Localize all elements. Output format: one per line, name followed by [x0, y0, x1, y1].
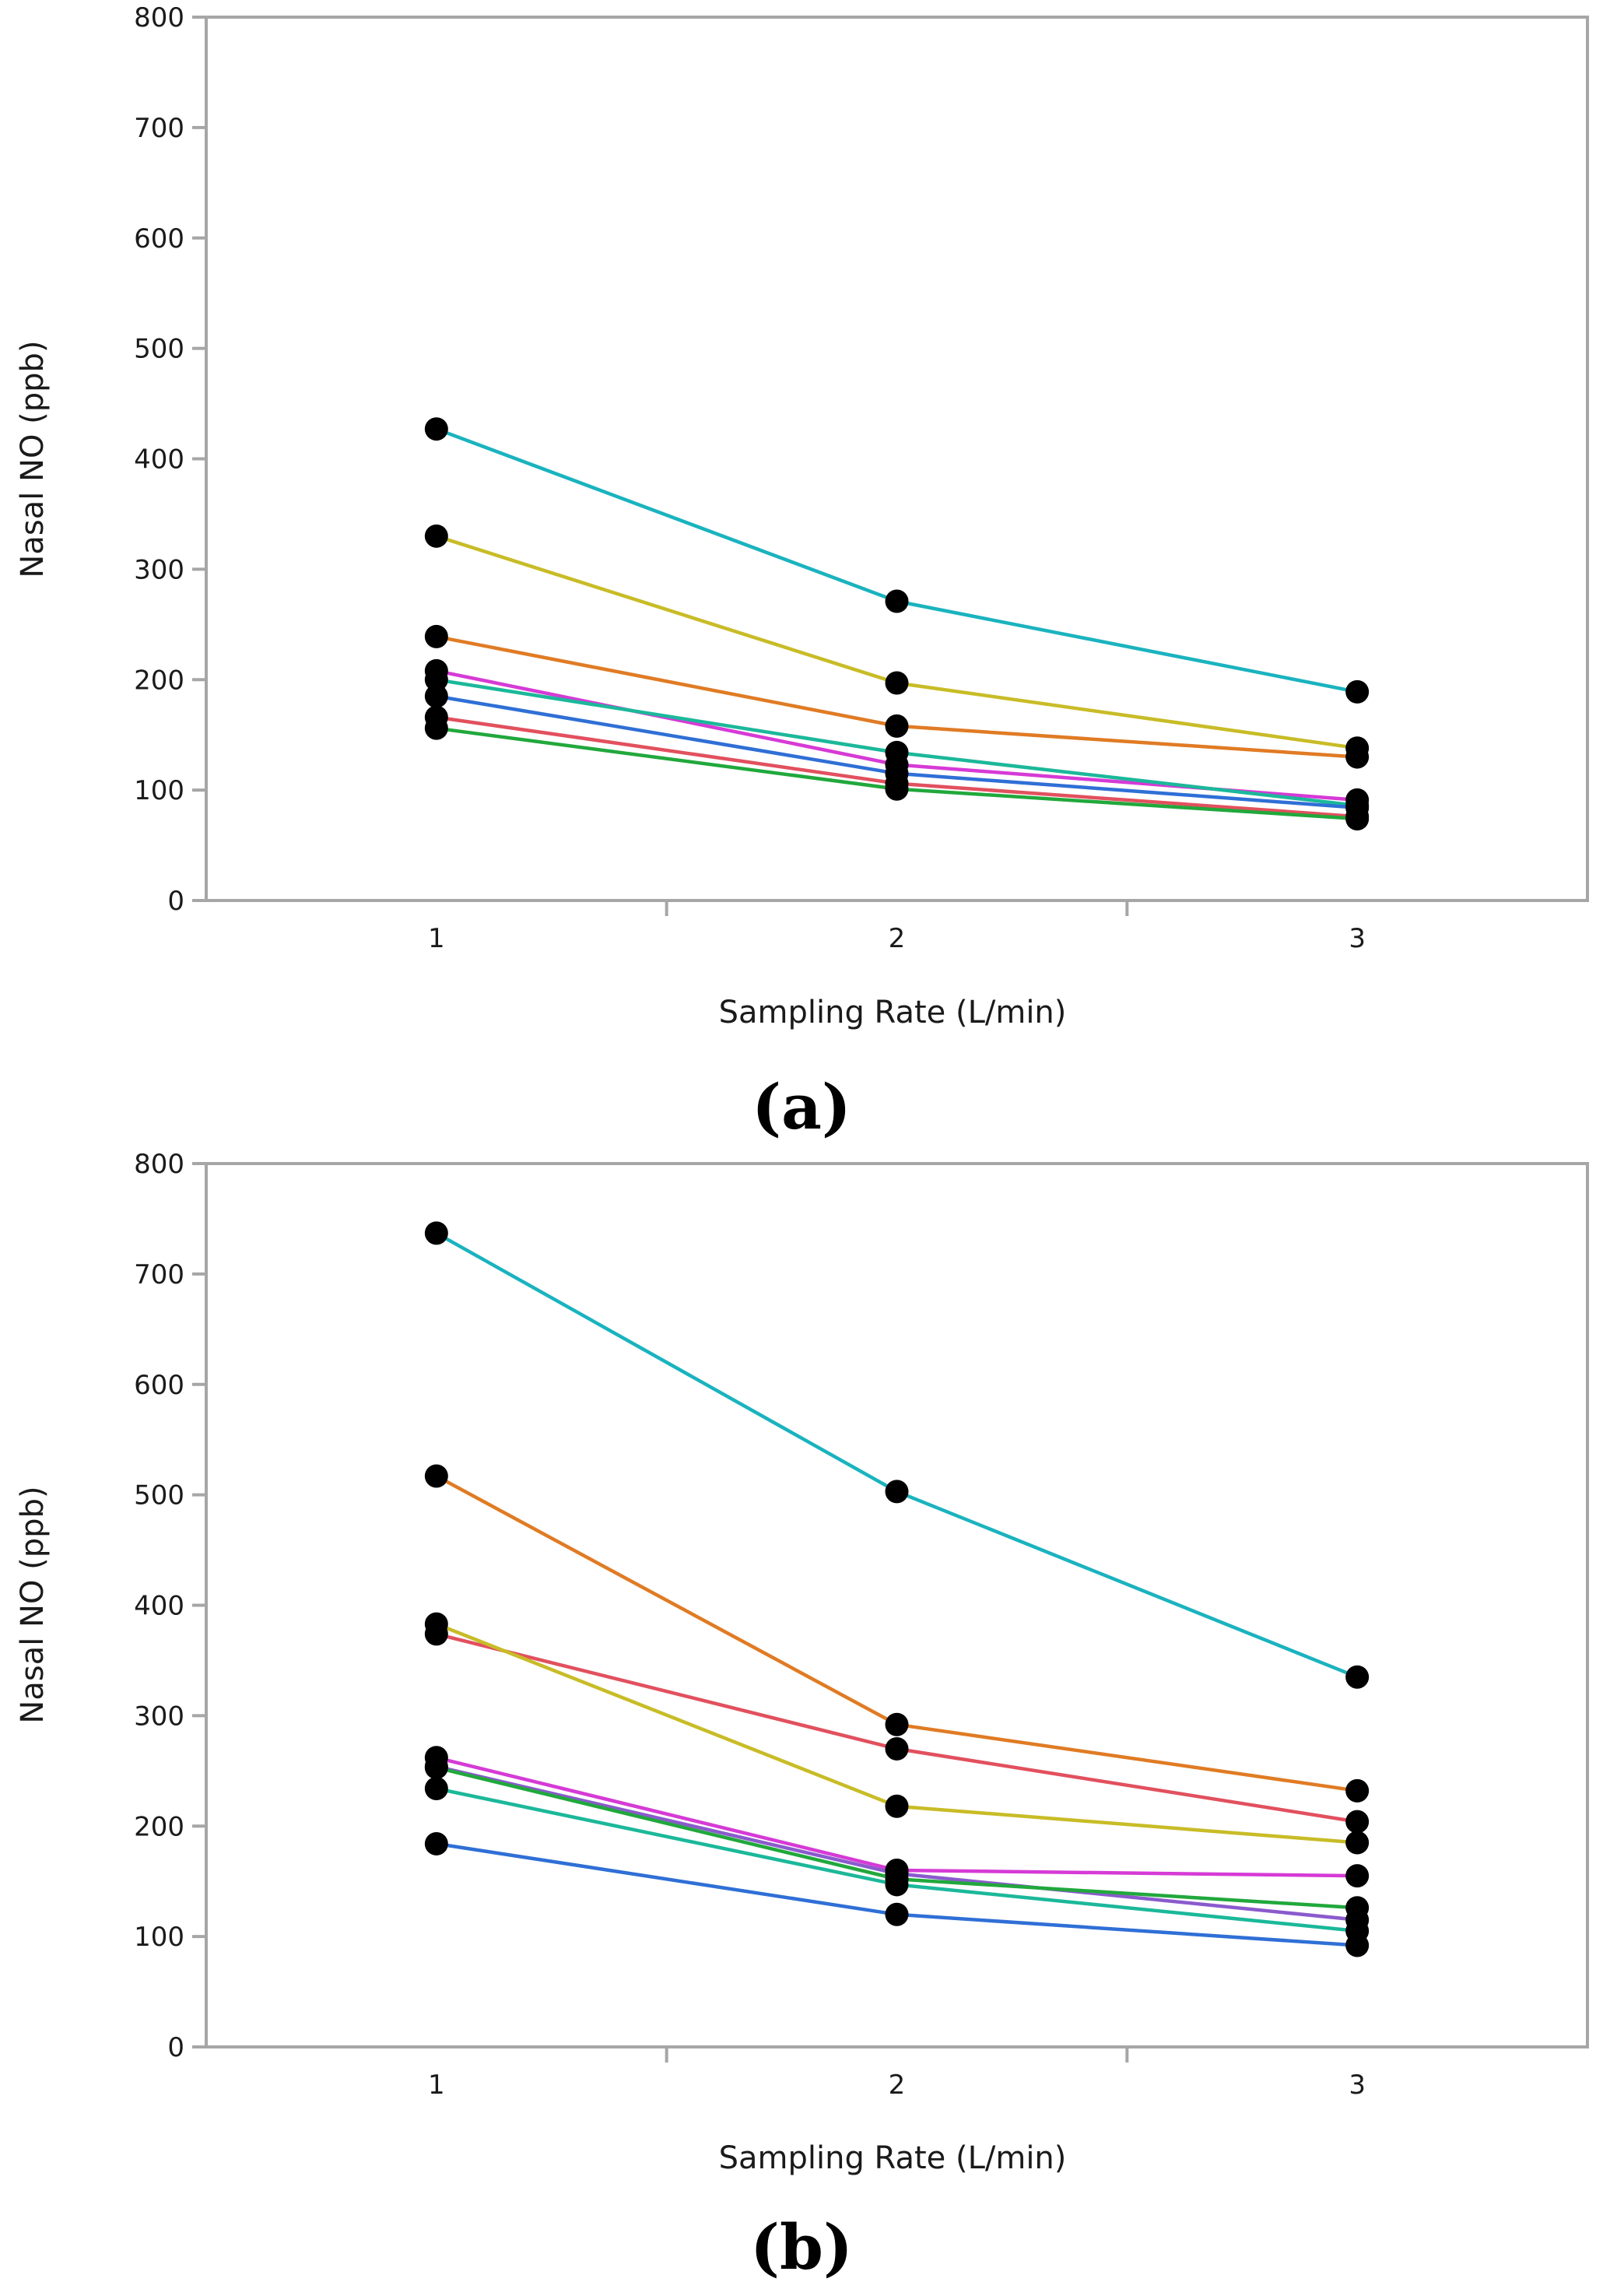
data-point-b-9 [424, 1831, 448, 1855]
data-points-b [424, 1221, 1370, 1957]
data-point-b-9 [1345, 1933, 1370, 1957]
y-tick-label-a: 500 [134, 334, 184, 365]
data-point-b-4 [1345, 1831, 1370, 1855]
y-tick-label-a: 700 [134, 113, 184, 144]
y-tick-label-a: 400 [134, 444, 184, 476]
data-point-b-4 [424, 1612, 448, 1636]
data-point-b-8 [885, 1873, 909, 1897]
y-tick-label-b: 200 [134, 1811, 184, 1842]
data-point-a-1 [424, 417, 448, 441]
y-tick-label-b: 500 [134, 1480, 184, 1511]
data-point-b-2 [1345, 1778, 1370, 1803]
series-line-a-1 [436, 427, 1358, 694]
y-tick-label-b: 300 [134, 1701, 184, 1732]
y-axis-label-a: Nasal NO (ppb) [15, 340, 51, 578]
y-tick-label-a: 0 [167, 886, 184, 917]
series-line-b-1 [435, 1231, 1359, 1679]
data-points-a [424, 417, 1370, 831]
data-point-b-4 [885, 1794, 909, 1818]
x-axis-label-a: Sampling Rate (L/min) [719, 995, 1067, 1030]
y-tick-label-a: 300 [134, 554, 184, 585]
data-point-b-3 [1345, 1810, 1370, 1834]
chart-panel-a: 0 100 200 300 400 500 600 700 800 1 2 3 Sampling R… [15, 2, 1589, 1143]
data-point-a-2 [885, 671, 909, 695]
data-point-b-5 [1345, 1864, 1370, 1888]
y-ticks-b: 0 100 200 300 400 500 600 700 800 [134, 1149, 206, 2063]
data-point-b-7 [424, 1756, 448, 1780]
data-point-b-8 [424, 1777, 448, 1801]
data-point-a-1 [885, 589, 909, 613]
data-point-a-3 [885, 714, 909, 738]
data-point-a-3 [1345, 745, 1370, 769]
y-tick-label-a: 200 [134, 665, 184, 696]
data-point-a-8 [1345, 807, 1370, 831]
data-point-a-3 [424, 624, 448, 648]
data-point-a-1 [1345, 679, 1370, 704]
x-tick-label-a: 1 [428, 923, 445, 954]
data-point-b-9 [885, 1902, 909, 1926]
x-ticks-b: 1 2 3 [428, 2047, 1366, 2101]
y-tick-label-a: 100 [134, 775, 184, 806]
data-point-a-8 [885, 777, 909, 801]
data-point-b-3 [885, 1736, 909, 1761]
data-point-b-1 [885, 1480, 909, 1504]
y-tick-label-b: 100 [134, 1922, 184, 1953]
panel-label-a: (a) [752, 1070, 851, 1143]
data-point-a-8 [424, 716, 448, 740]
x-axis-label-b: Sampling Rate (L/min) [719, 2140, 1067, 2176]
series-lines-b [435, 1231, 1359, 1947]
y-tick-label-a: 800 [134, 2, 184, 33]
y-tick-label-b: 600 [134, 1370, 184, 1401]
y-tick-label-a: 600 [134, 223, 184, 255]
data-point-a-5 [885, 740, 909, 764]
series-line-b-6 [436, 1764, 1358, 1922]
data-point-b-2 [424, 1464, 448, 1488]
y-tick-label-b: 800 [134, 1149, 184, 1180]
data-point-a-6 [424, 684, 448, 708]
y-tick-label-b: 400 [134, 1591, 184, 1622]
x-tick-label-a: 2 [889, 923, 906, 954]
y-tick-label-b: 0 [167, 2032, 184, 2063]
y-tick-label-b: 700 [134, 1259, 184, 1290]
data-point-b-7 [1345, 1896, 1370, 1920]
x-tick-label-a: 3 [1349, 923, 1366, 954]
chart-panel-b: 0 100 200 300 400 500 600 700 800 1 2 3 Sampling R… [15, 1149, 1589, 2284]
y-ticks-a: 0 100 200 300 400 500 600 700 800 [134, 2, 206, 917]
x-tick-label-b: 1 [428, 2070, 445, 2101]
x-tick-label-b: 3 [1349, 2070, 1366, 2101]
series-line-a-3 [436, 634, 1358, 759]
x-tick-label-b: 2 [889, 2070, 906, 2101]
data-point-b-1 [424, 1221, 448, 1245]
panel-label-b: (b) [750, 2210, 853, 2284]
data-point-b-2 [885, 1712, 909, 1736]
data-point-b-1 [1345, 1665, 1370, 1689]
data-point-a-5 [424, 668, 448, 692]
data-point-a-2 [424, 524, 448, 548]
y-axis-label-b: Nasal NO (ppb) [15, 1486, 51, 1723]
x-ticks-a: 1 2 3 [428, 900, 1366, 954]
